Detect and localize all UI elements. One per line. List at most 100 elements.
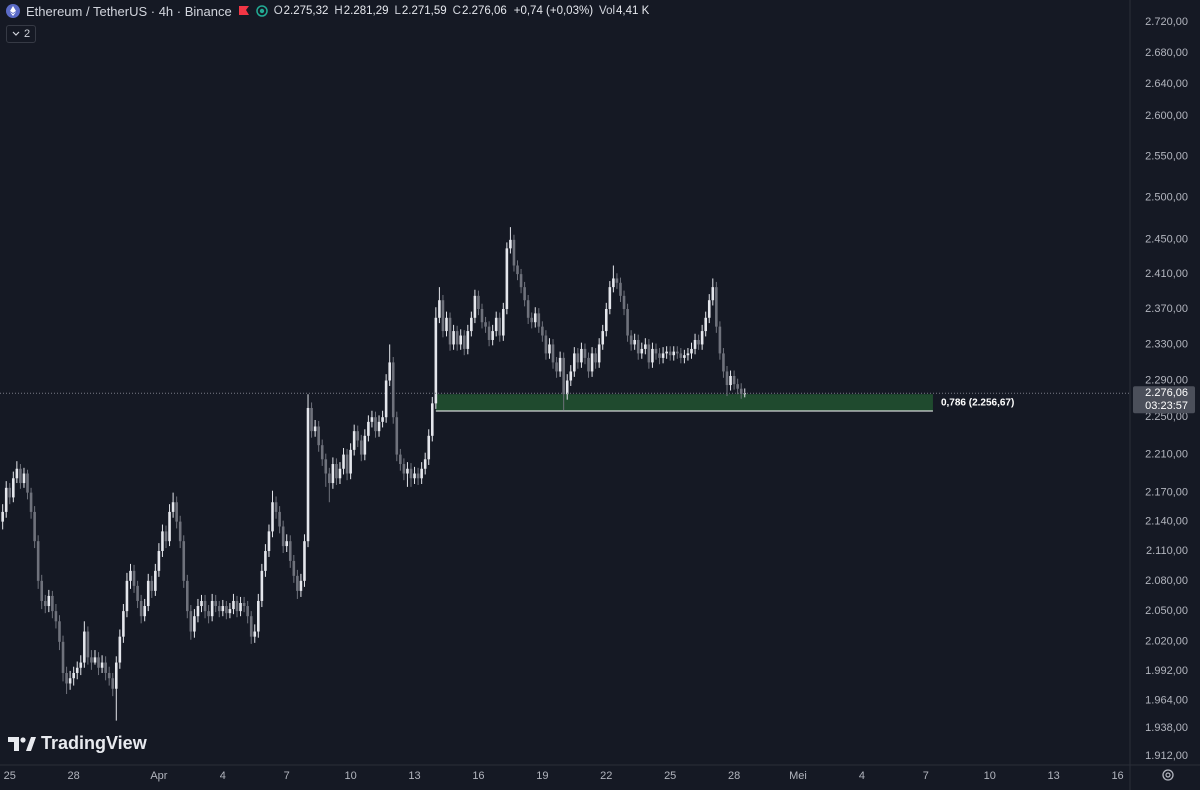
candle-body [359, 440, 363, 455]
candle-body [246, 606, 249, 617]
candle-body [193, 616, 196, 632]
candle-body [640, 348, 644, 354]
candle-body [374, 417, 377, 432]
candle-body [459, 335, 462, 345]
candle-body [633, 339, 636, 345]
candle-body [129, 570, 132, 581]
ohlc-value: 2.281,29 [343, 5, 389, 17]
candle-body [335, 464, 338, 479]
candle-body [629, 335, 633, 345]
candle-body [93, 657, 97, 663]
volume: Vol 4,41 K [599, 5, 649, 17]
candle-body [704, 317, 707, 332]
last-price-tag [1133, 386, 1195, 414]
candle-body [111, 678, 115, 689]
candle-body [580, 348, 583, 363]
candle-body [86, 631, 90, 658]
candle-body [125, 580, 129, 612]
candle-body [168, 511, 171, 542]
candle-body [619, 282, 622, 296]
candle-body [200, 600, 203, 607]
candle-body [484, 322, 487, 327]
x-tick-label: 16 [472, 770, 484, 782]
y-tick-label: 2.640,00 [1145, 78, 1188, 90]
candle-body [210, 600, 214, 617]
y-tick-label: 2.020,00 [1145, 636, 1188, 648]
candle-body [132, 570, 136, 586]
candle-body [26, 473, 29, 493]
x-tick-label: 10 [984, 770, 996, 782]
y-tick-label: 1.912,00 [1145, 750, 1188, 762]
candle-body [317, 426, 320, 446]
candle-body [576, 353, 580, 363]
settings-icon[interactable] [1162, 769, 1174, 781]
candle-body [416, 473, 420, 479]
candle-body [285, 541, 289, 547]
ohlc-value: 2.275,32 [283, 5, 329, 17]
y-tick-label: 2.550,00 [1145, 150, 1188, 162]
candle-body [235, 600, 239, 612]
candle-body [51, 595, 54, 612]
candle-body [686, 353, 690, 356]
candle-body [690, 348, 693, 354]
candle-body [114, 662, 118, 689]
volume-value: 4,41 K [616, 5, 650, 17]
candle-body [61, 641, 65, 673]
candle-body [79, 662, 83, 668]
candle-body [608, 287, 612, 309]
symbol-title[interactable]: Ethereum / TetherUS · 4h · Binance [26, 3, 232, 19]
y-tick-label: 1.964,00 [1145, 694, 1188, 706]
candle-body [164, 531, 168, 542]
candle-body [228, 609, 232, 614]
candle-body [342, 454, 345, 469]
x-tick-label: 28 [728, 770, 740, 782]
candle-body [47, 595, 51, 607]
candle-body [583, 348, 587, 358]
candle-body [466, 331, 470, 349]
x-tick-label: Mei [789, 770, 807, 782]
candle-body [150, 580, 154, 591]
candle-body [423, 459, 427, 469]
candle-body [533, 313, 537, 323]
logo[interactable]: TradingView [8, 733, 147, 754]
candle-body [306, 407, 310, 542]
candle-body [654, 348, 658, 354]
flag-icon[interactable] [238, 5, 250, 17]
candle-body [43, 600, 47, 607]
y-tick-label: 2.170,00 [1145, 487, 1188, 499]
candle-body [537, 313, 541, 327]
candle-body [551, 344, 555, 363]
candle-body [349, 449, 352, 474]
candle-body [303, 541, 306, 581]
y-tick-label: 2.680,00 [1145, 47, 1188, 59]
x-tick-label: 13 [1048, 770, 1060, 782]
candle-body [487, 326, 491, 340]
candle-body [324, 459, 328, 474]
candle-body [313, 426, 317, 432]
candle-body [54, 611, 58, 622]
candle-body [626, 308, 629, 336]
candle-body [548, 344, 551, 354]
candle-body [665, 351, 668, 354]
candle-body [203, 600, 207, 612]
candle-body [462, 335, 466, 349]
candle-body [118, 636, 122, 663]
indicator-toggle[interactable]: 2 [6, 25, 37, 43]
candle-body [136, 585, 139, 601]
candle-body [384, 380, 388, 418]
candle-body [711, 287, 715, 301]
candle-body [310, 407, 313, 432]
candle-body [72, 672, 75, 679]
candle-body [448, 317, 452, 345]
candle-body [402, 464, 406, 474]
candle-body [707, 300, 711, 318]
candle-body [594, 353, 597, 363]
candle-body [622, 295, 626, 309]
y-tick-label: 2.290,00 [1145, 374, 1188, 386]
candle-body [523, 287, 526, 301]
x-tick-label: 25 [4, 770, 16, 782]
fib-label: 0,786 (2.256,67) [941, 397, 1014, 408]
candle-body [565, 380, 569, 395]
